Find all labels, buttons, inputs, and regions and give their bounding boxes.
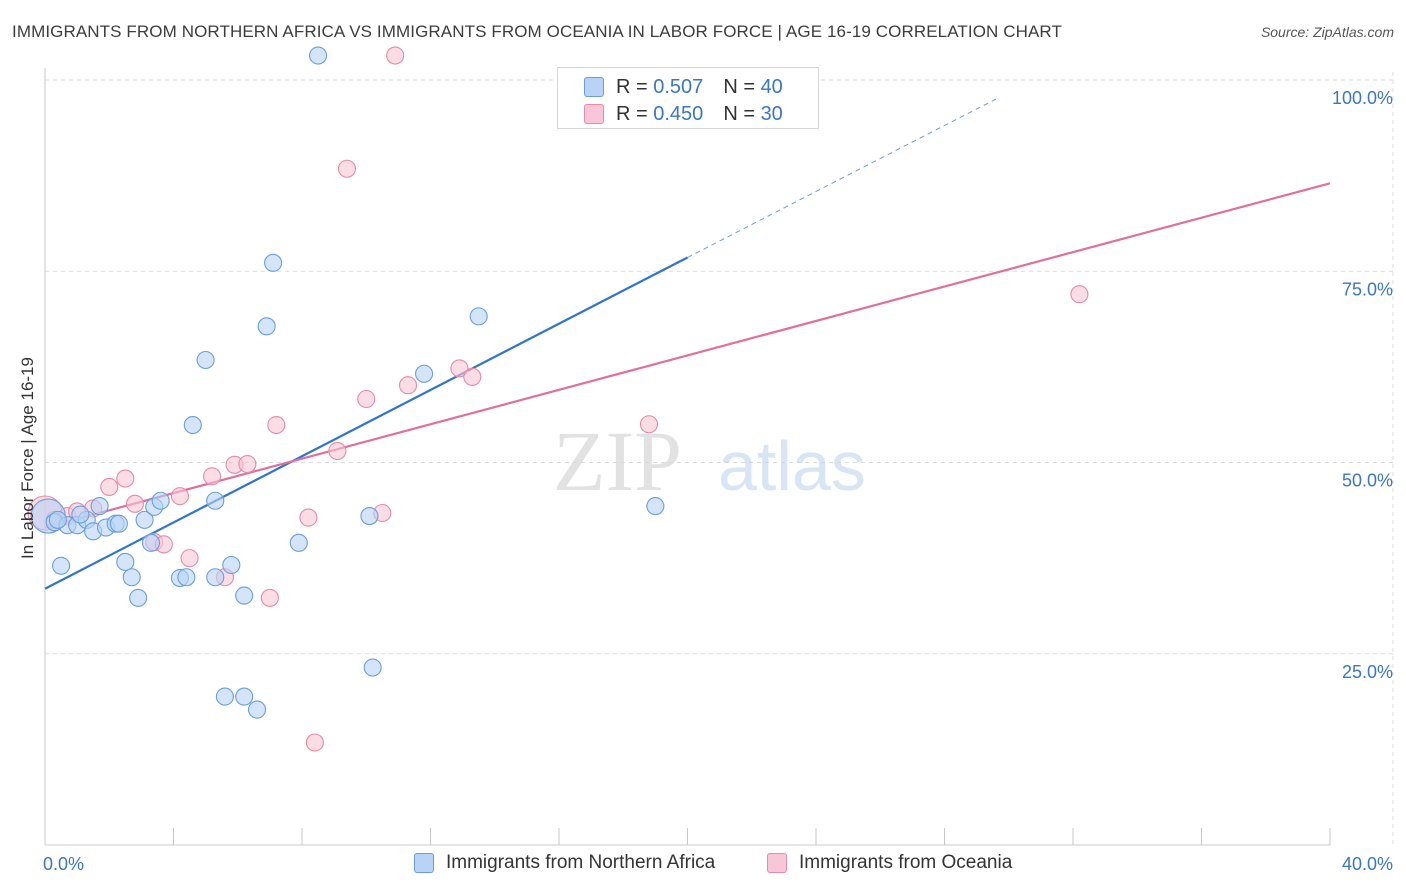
y-tick-label: 25.0% — [1342, 662, 1393, 682]
x-tick-label: 0.0% — [43, 854, 84, 874]
chart-title: IMMIGRANTS FROM NORTHERN AFRICA VS IMMIG… — [12, 22, 1062, 41]
point-oceania — [337, 159, 357, 178]
point-northern-africa — [183, 415, 202, 435]
point-northern-africa — [363, 658, 382, 677]
point-northern-africa — [309, 46, 328, 65]
point-oceania — [639, 415, 659, 434]
r-value: 0.507 — [653, 75, 704, 98]
r-value: 0.450 — [653, 102, 704, 125]
point-northern-africa — [415, 364, 434, 383]
point-northern-africa — [122, 568, 141, 587]
point-oceania — [305, 733, 324, 752]
point-northern-africa — [71, 505, 90, 524]
point-northern-africa — [235, 687, 254, 706]
point-northern-africa — [177, 568, 196, 587]
point-oceania — [299, 508, 318, 527]
point-northern-africa — [129, 588, 148, 607]
point-northern-africa — [469, 307, 488, 326]
y-axis-title: In Labor Force | Age 16-19 — [18, 357, 37, 559]
r-label: R = — [616, 102, 648, 125]
point-oceania — [357, 389, 376, 409]
point-northern-africa — [52, 556, 71, 575]
point-oceania — [238, 454, 257, 474]
x-tick-label: 40.0% — [1342, 854, 1393, 874]
n-value: 30 — [760, 102, 783, 125]
stats-row-oceania: R = 0.450 N = 30 — [584, 101, 783, 127]
legend-item-northern-africa[interactable]: Immigrants from Northern Africa — [414, 852, 715, 874]
point-oceania — [116, 469, 135, 488]
trend-line-extension — [687, 98, 997, 258]
point-oceania — [180, 549, 199, 568]
point-oceania — [398, 376, 418, 395]
point-northern-africa — [48, 510, 67, 529]
point-northern-africa — [257, 317, 276, 336]
trend-line-oceania — [44, 182, 1331, 529]
point-northern-africa — [222, 555, 241, 575]
blue-swatch — [584, 77, 604, 97]
pink-swatch — [584, 104, 604, 124]
point-northern-africa — [135, 510, 154, 529]
point-oceania — [100, 477, 119, 497]
point-northern-africa — [215, 687, 234, 706]
point-oceania — [1070, 285, 1089, 304]
point-oceania — [170, 487, 189, 506]
point-northern-africa — [247, 700, 267, 719]
n-value: 40 — [760, 75, 783, 98]
tick-labels: 25.0% 50.0% 75.0% 100.0% 0.0% 40.0% — [43, 88, 1393, 874]
y-tick-label: 75.0% — [1342, 279, 1393, 299]
point-northern-africa — [206, 491, 225, 510]
point-oceania — [463, 367, 482, 386]
n-label: N = — [723, 75, 755, 98]
point-oceania — [386, 46, 405, 65]
stats-row-northern-africa: R = 0.507 N = 40 — [584, 74, 783, 100]
bottom-legend: Immigrants from Northern Africa Immigran… — [0, 852, 1406, 878]
point-northern-africa — [109, 514, 128, 533]
point-northern-africa — [196, 350, 215, 370]
source-label: Source: ZipAtlas.com — [1260, 24, 1394, 40]
data-points — [27, 46, 1089, 752]
point-oceania — [328, 441, 347, 461]
r-label: R = — [616, 75, 648, 98]
n-label: N = — [723, 102, 755, 125]
blue-swatch — [414, 853, 434, 873]
point-northern-africa — [264, 253, 283, 272]
legend-label: Immigrants from Oceania — [799, 852, 1013, 873]
point-northern-africa — [235, 586, 254, 605]
legend-item-oceania[interactable]: Immigrants from Oceania — [767, 852, 1012, 874]
point-northern-africa — [360, 506, 379, 526]
watermark-zip: ZIP — [553, 413, 682, 509]
legend-label: Immigrants from Northern Africa — [446, 852, 716, 873]
trend-lines — [44, 98, 1331, 590]
watermark: ZIP atlas — [553, 413, 866, 509]
axes — [44, 68, 1331, 846]
point-oceania — [125, 494, 144, 513]
point-oceania — [260, 588, 279, 607]
point-northern-africa — [90, 497, 109, 516]
point-northern-africa — [206, 568, 225, 587]
watermark-atlas: atlas — [718, 427, 866, 505]
point-northern-africa — [141, 533, 161, 552]
point-northern-africa — [116, 552, 135, 572]
pink-swatch — [767, 853, 787, 873]
point-northern-africa — [646, 497, 665, 516]
point-northern-africa — [151, 491, 170, 510]
y-tick-label: 50.0% — [1342, 471, 1393, 491]
point-northern-africa — [289, 533, 308, 552]
point-oceania — [450, 359, 469, 378]
point-oceania — [203, 467, 222, 486]
point-oceania — [267, 415, 286, 435]
y-tick-label: 100.0% — [1332, 88, 1393, 108]
stats-legend: R = 0.507 N = 40 R = 0.450 N = 30 — [557, 67, 819, 129]
